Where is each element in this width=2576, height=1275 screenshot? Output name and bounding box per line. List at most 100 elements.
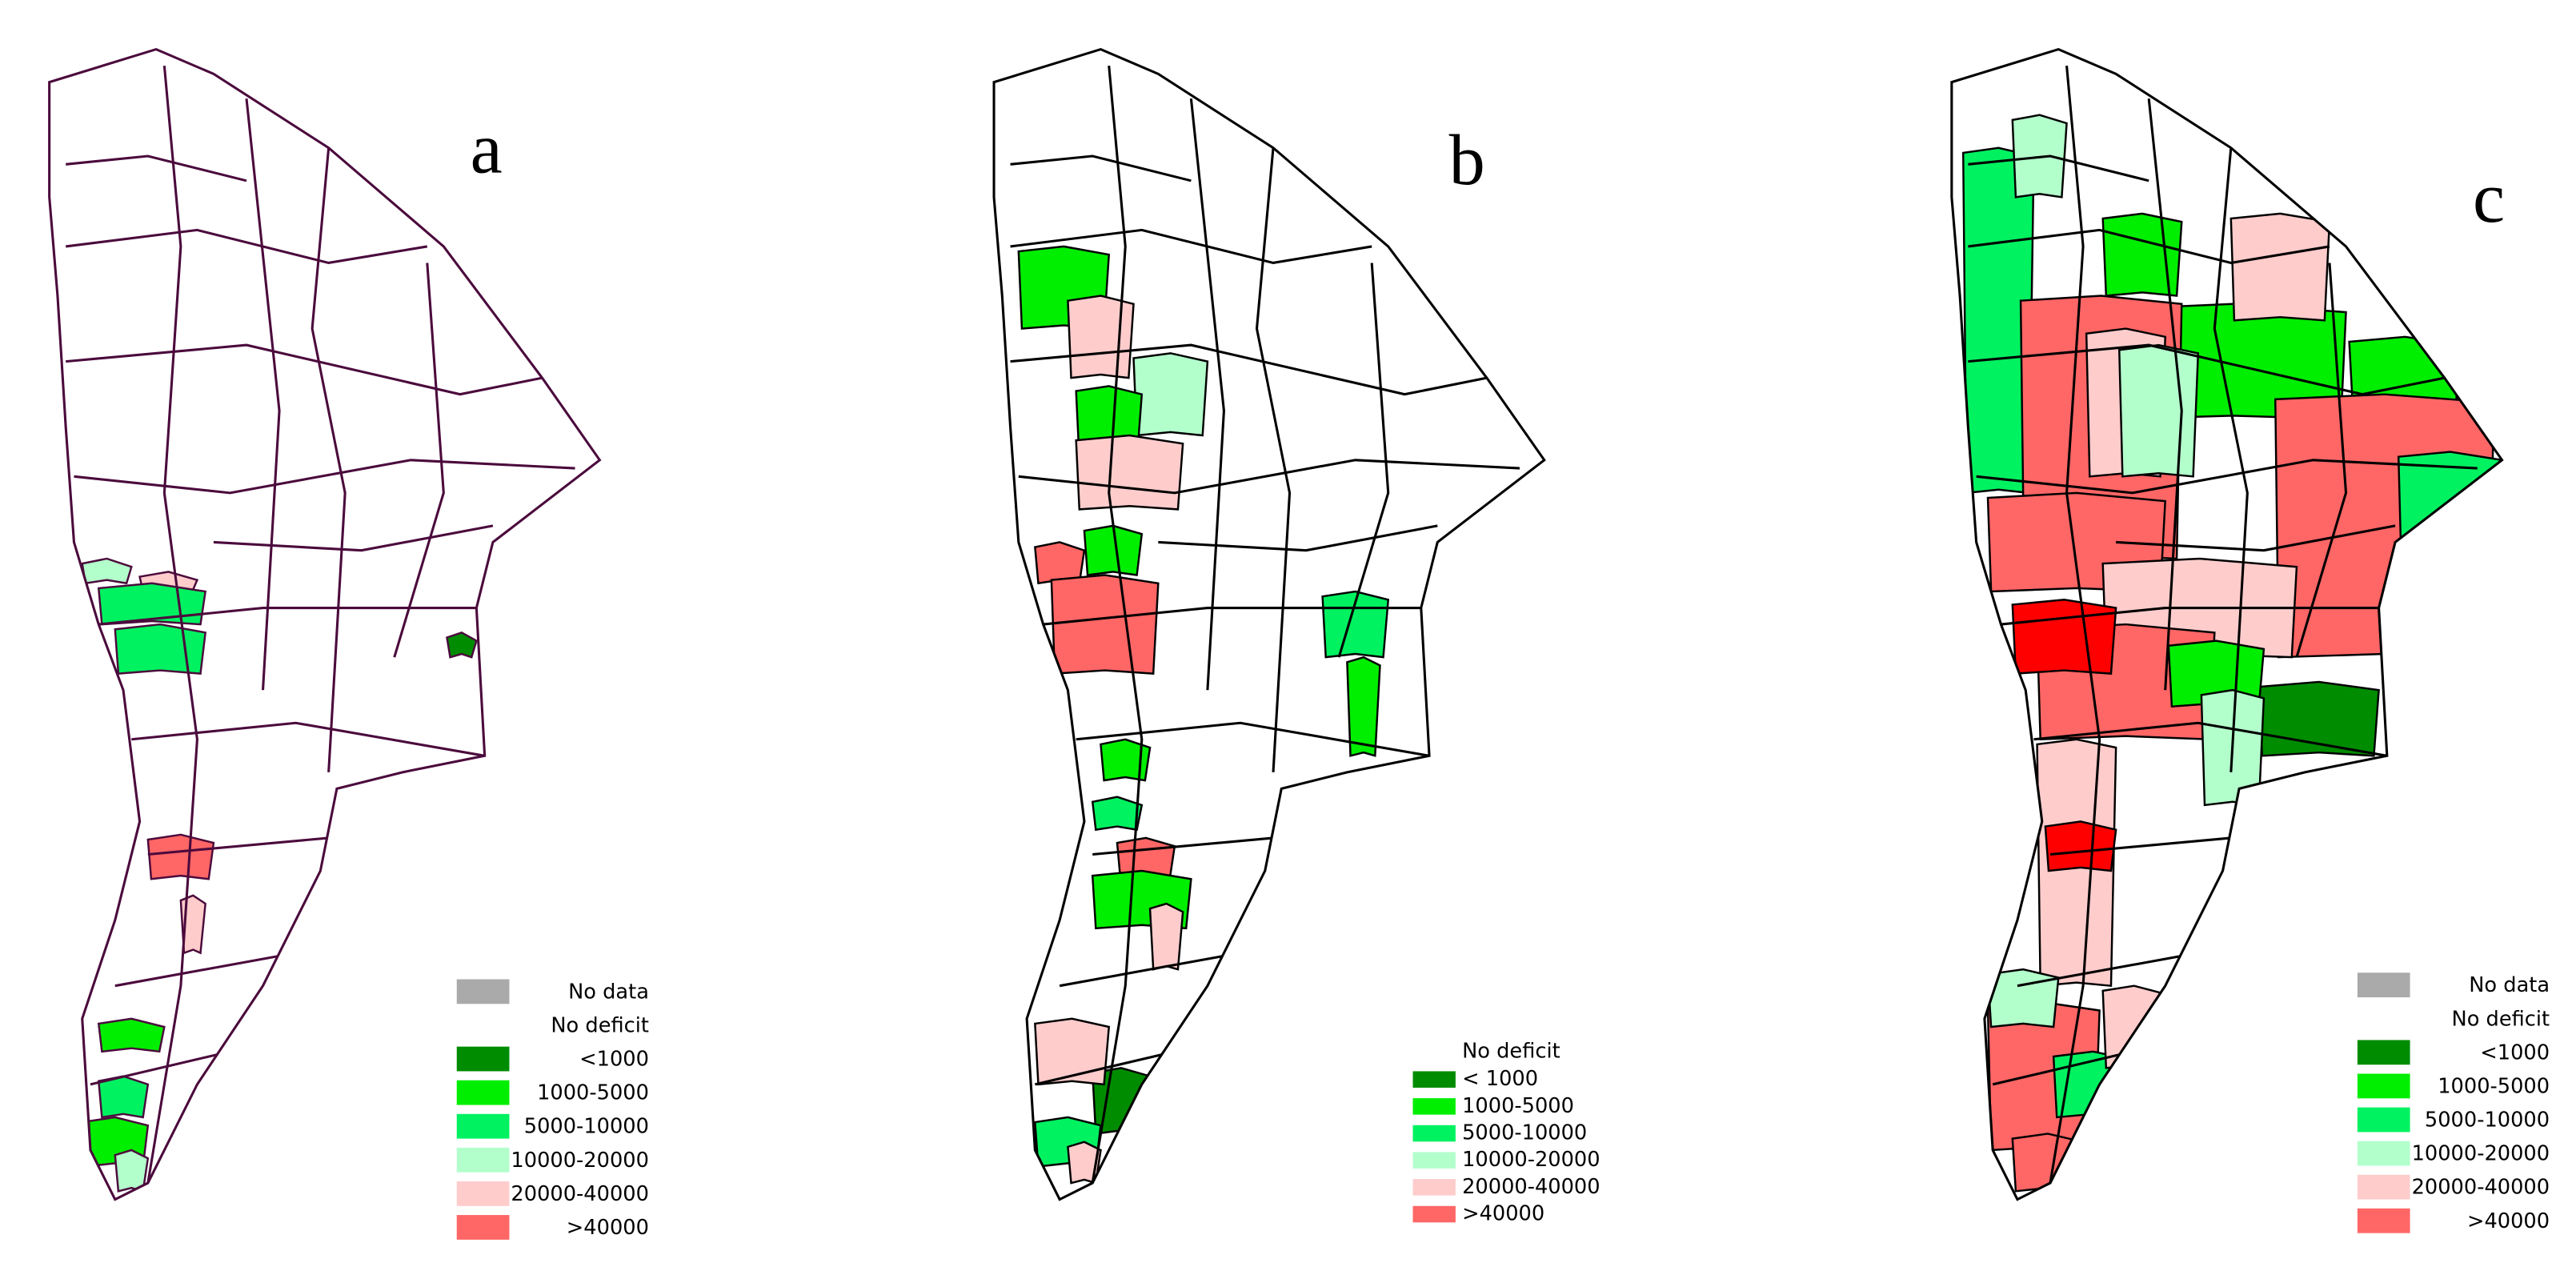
district-fill (2258, 680, 2380, 757)
district-fill (97, 1075, 150, 1119)
legend-label: No deficit (551, 1013, 649, 1037)
district-boundary (1337, 263, 1390, 658)
district-boundary (1059, 952, 1241, 988)
district-boundary (1076, 721, 1430, 757)
district-boundary (2147, 98, 2183, 691)
map-panel (48, 47, 602, 1201)
district-boundary (2116, 524, 2396, 552)
district-boundary (1158, 524, 1438, 552)
district-boundary (2049, 65, 2101, 1184)
district-boundary (1976, 459, 2478, 495)
legend-label: 20000-40000 (511, 1182, 649, 1206)
state-outline (48, 47, 602, 1201)
legend-label: 1000-5000 (537, 1081, 649, 1105)
legend-swatch (1412, 1152, 1456, 1169)
district-boundary (90, 1050, 230, 1086)
legend-label: <1000 (2480, 1040, 2550, 1065)
district-boundary (1010, 343, 1488, 396)
legend-swatch (1412, 1125, 1456, 1142)
district-boundary (66, 343, 543, 396)
legend-swatch (456, 1181, 510, 1206)
district-boundary (245, 98, 281, 691)
legend-label: No deficit (2451, 1007, 2550, 1031)
district-boundary (1010, 154, 1192, 182)
district-boundary (1189, 98, 1225, 691)
legend-label: >40000 (567, 1216, 649, 1240)
district-boundary (2017, 952, 2199, 988)
district-boundary (147, 836, 329, 856)
district-fill (446, 631, 478, 659)
district-boundary (98, 607, 477, 626)
legend-label: 20000-40000 (2412, 1176, 2550, 1200)
district-boundary (114, 952, 296, 988)
legend-swatch (456, 1215, 510, 1240)
district-boundary (2295, 263, 2348, 658)
district-fill (146, 833, 215, 880)
legend-label: < 1000 (1462, 1067, 1538, 1091)
district-boundary (1035, 1050, 1176, 1086)
legend-label: 5000-10000 (2425, 1109, 2550, 1133)
district-fill (1075, 434, 1184, 511)
legend-swatch (2357, 1006, 2410, 1032)
district-boundary (1992, 1050, 2133, 1086)
legend-label: 5000-10000 (524, 1115, 649, 1139)
district-boundary (213, 524, 494, 552)
district-boundary (393, 263, 445, 658)
district-fill (1091, 796, 1144, 832)
district-boundary (2033, 721, 2388, 757)
legend-swatch (1412, 1071, 1456, 1088)
district-boundary (1255, 147, 1292, 772)
district-fill (1100, 738, 1152, 782)
district-boundary (1968, 343, 2445, 396)
panel-label: c (2473, 158, 2505, 238)
legend-swatch (2357, 1174, 2410, 1200)
legend-swatch (456, 1080, 510, 1105)
legend-label: 1000-5000 (2438, 1074, 2550, 1098)
legend-label: 10000-20000 (511, 1149, 649, 1173)
district-boundary (310, 147, 347, 772)
district-boundary (1018, 459, 1520, 495)
district-fill (2044, 820, 2117, 872)
legend-label: <1000 (579, 1048, 649, 1072)
district-fill (2011, 1133, 2085, 1193)
districts (65, 65, 575, 1193)
legend-title: No deficit (1462, 1039, 1560, 1063)
district-boundary (2001, 607, 2379, 626)
district-fill (114, 623, 207, 675)
legend-swatch (2357, 1073, 2410, 1099)
district-fill (2101, 212, 2183, 297)
legend-swatch (2357, 972, 2410, 998)
legend-swatch (456, 979, 510, 1004)
legend-label: 10000-20000 (2412, 1142, 2550, 1166)
district-fill (97, 1017, 166, 1053)
legend-label: 20000-40000 (1462, 1175, 1600, 1199)
map-panel (1950, 47, 2504, 1201)
state-outline (992, 47, 1546, 1201)
legend-swatch (1412, 1098, 1456, 1115)
legend-label: >40000 (2467, 1209, 2550, 1233)
district-boundary (2049, 836, 2231, 856)
district-fill (2229, 212, 2331, 322)
district-fill (2117, 343, 2200, 478)
legend-label: 5000-10000 (1462, 1121, 1587, 1145)
district-boundary (66, 154, 247, 182)
legend-label: No data (568, 980, 649, 1004)
district-boundary (1092, 836, 1274, 856)
district-fill (1148, 902, 1184, 971)
legend-swatch (456, 1147, 510, 1173)
legend-swatch (456, 1113, 510, 1139)
legend-swatch (456, 1046, 510, 1072)
legend-swatch (2357, 1141, 2410, 1166)
panel-label: a (471, 109, 503, 189)
legend-label: >40000 (1462, 1202, 1544, 1226)
districts (1010, 65, 1520, 1185)
legend-swatch (1412, 1179, 1456, 1196)
legend-label: 1000-5000 (1462, 1094, 1574, 1118)
district-fill (1067, 295, 1135, 379)
district-boundary (1043, 607, 1421, 626)
district-fill (1050, 574, 1160, 675)
panel-label: b (1449, 120, 1485, 200)
map-panel (992, 47, 1546, 1201)
district-fill (1986, 968, 2060, 1028)
